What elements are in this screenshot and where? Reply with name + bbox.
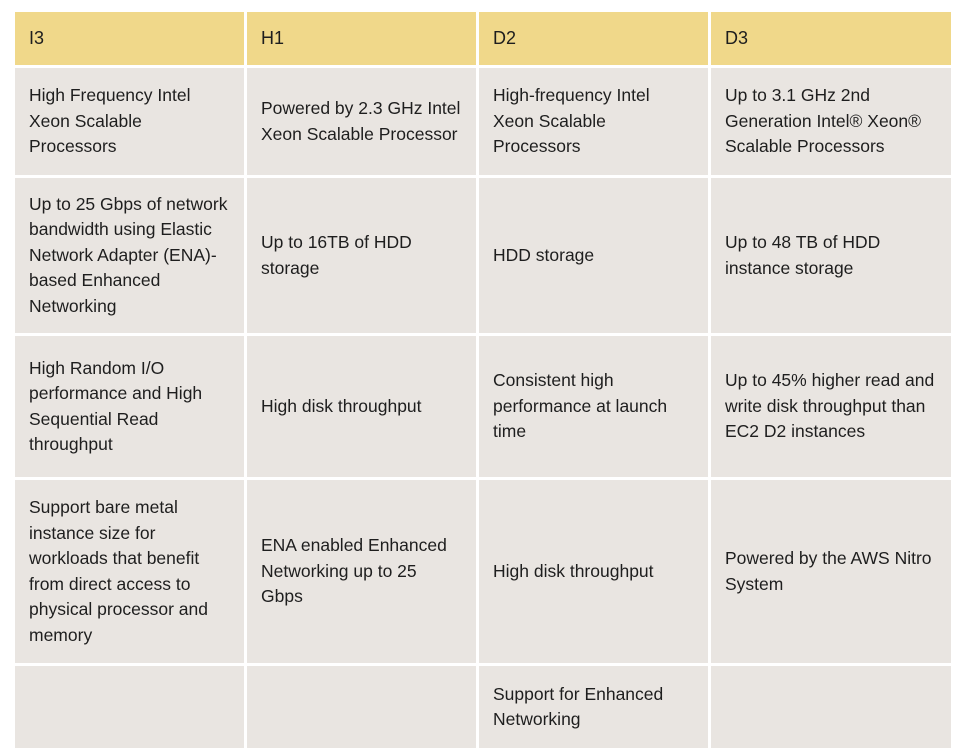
table-cell: Up to 25 Gbps of network bandwidth using… <box>12 175 247 336</box>
table-cell: High-frequency Intel Xeon Scalable Proce… <box>476 65 711 178</box>
table-cell: Up to 45% higher read and write disk thr… <box>708 333 954 480</box>
table-row: High Random I/O performance and High Seq… <box>12 333 954 480</box>
header-i3: I3 <box>12 9 247 68</box>
table-cell: Support bare metal instance size for wor… <box>12 477 247 666</box>
header-h1: H1 <box>244 9 479 68</box>
table-cell: Support for Enhanced Networking <box>476 663 711 751</box>
table-cell: HDD storage <box>476 175 711 336</box>
table-row: Support for Enhanced Networking <box>12 663 954 751</box>
table-row: Up to 25 Gbps of network bandwidth using… <box>12 175 954 336</box>
header-d2: D2 <box>476 9 711 68</box>
table-cell <box>244 663 479 751</box>
table-cell: ENA enabled Enhanced Networking up to 25… <box>244 477 479 666</box>
table-cell: Up to 16TB of HDD storage <box>244 175 479 336</box>
instance-comparison-table: I3 H1 D2 D3 High Frequency Intel Xeon Sc… <box>12 9 954 751</box>
comparison-table-container: I3 H1 D2 D3 High Frequency Intel Xeon Sc… <box>12 9 954 751</box>
table-cell: High disk throughput <box>476 477 711 666</box>
table-cell: Up to 48 TB of HDD instance storage <box>708 175 954 336</box>
table-cell <box>12 663 247 751</box>
table-row: High Frequency Intel Xeon Scalable Proce… <box>12 65 954 178</box>
table-cell: Consistent high performance at launch ti… <box>476 333 711 480</box>
table-cell: Up to 3.1 GHz 2nd Generation Intel® Xeon… <box>708 65 954 178</box>
table-cell: High Random I/O performance and High Seq… <box>12 333 247 480</box>
header-d3: D3 <box>708 9 954 68</box>
table-header-row: I3 H1 D2 D3 <box>12 9 954 68</box>
table-cell: Powered by 2.3 GHz Intel Xeon Scalable P… <box>244 65 479 178</box>
table-cell: Powered by the AWS Nitro System <box>708 477 954 666</box>
table-cell: High Frequency Intel Xeon Scalable Proce… <box>12 65 247 178</box>
table-cell <box>708 663 954 751</box>
table-row: Support bare metal instance size for wor… <box>12 477 954 666</box>
table-cell: High disk throughput <box>244 333 479 480</box>
